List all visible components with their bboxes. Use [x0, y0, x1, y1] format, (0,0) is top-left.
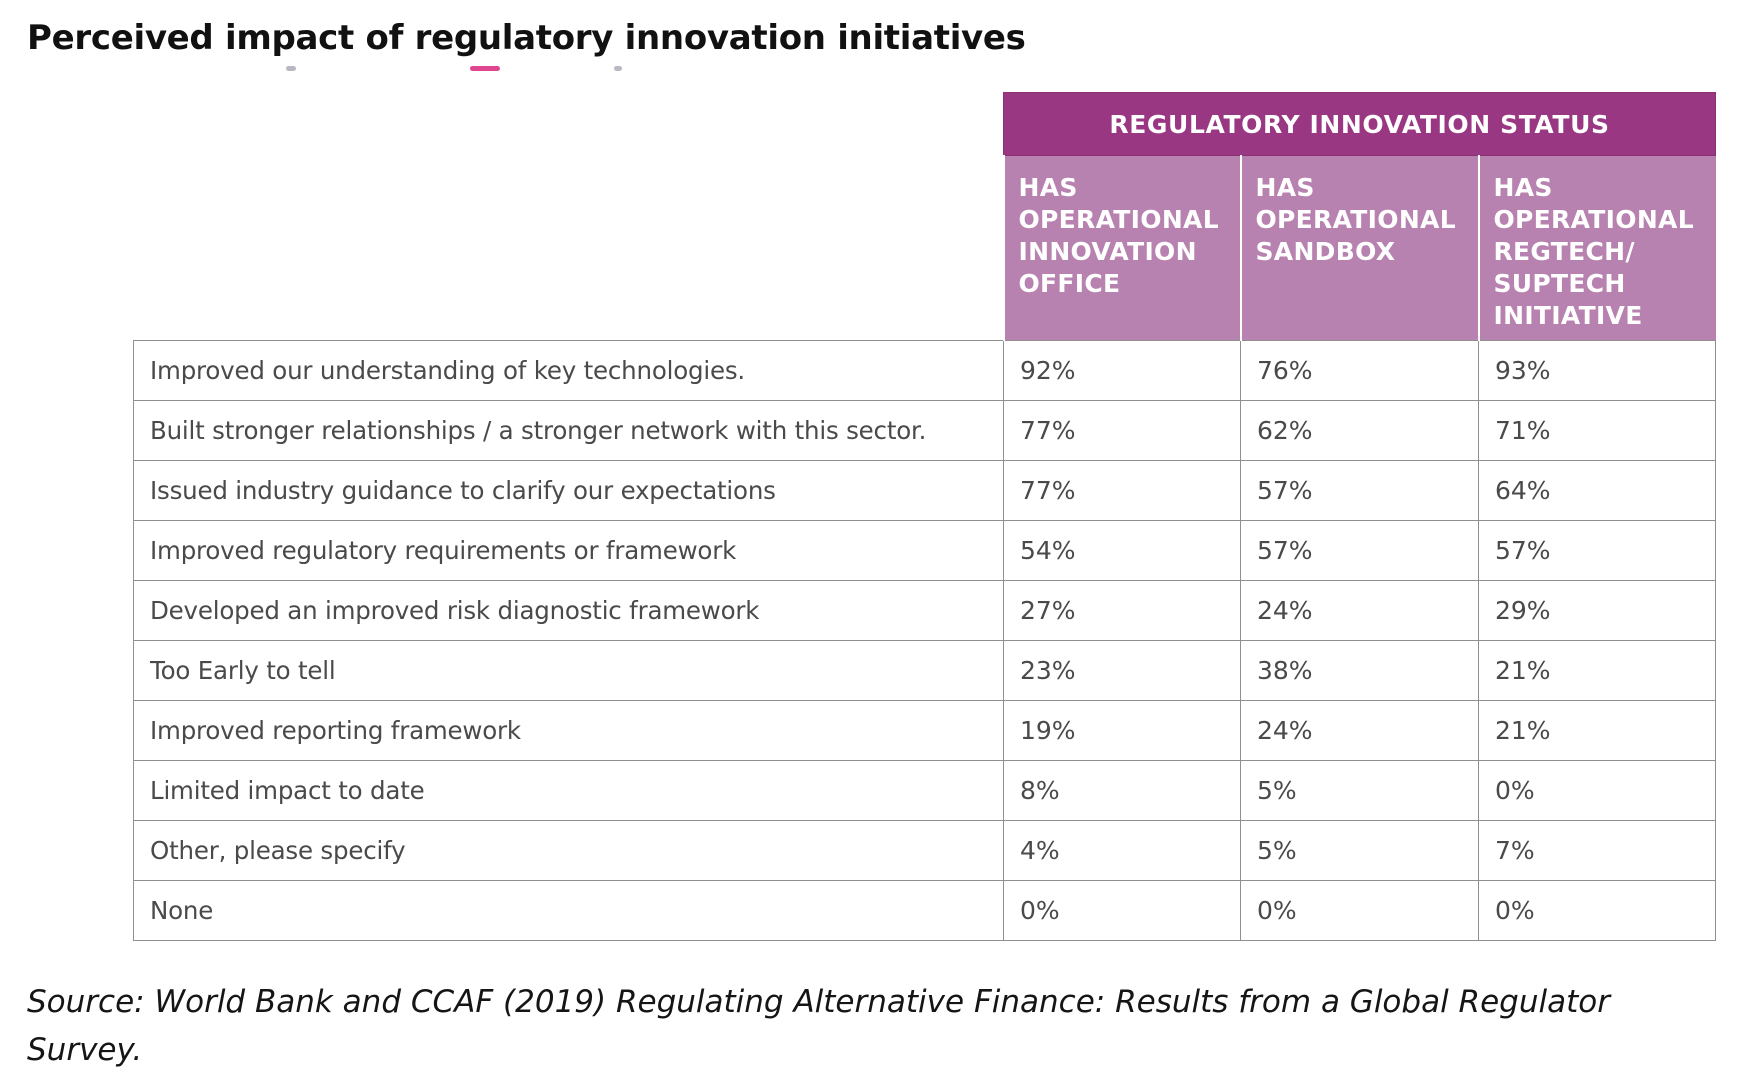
value-cell: 29% — [1478, 580, 1716, 641]
value-cell: 57% — [1478, 520, 1716, 581]
row-label: Issued industry guidance to clarify our … — [133, 460, 1004, 521]
decorative-stroke-pink — [470, 66, 500, 71]
value-cell: 62% — [1240, 400, 1479, 461]
page-title: Perceived impact of regulatory innovatio… — [27, 18, 1026, 58]
value-cell: 0% — [1003, 880, 1241, 941]
row-label: Built stronger relationships / a stronge… — [133, 400, 1004, 461]
row-label: None — [133, 880, 1004, 941]
value-cell: 7% — [1478, 820, 1716, 881]
value-cell: 77% — [1003, 460, 1241, 521]
value-cell: 64% — [1478, 460, 1716, 521]
column-header-regtech-suptech: HAS OPERATIONAL REGTECH/ SUPTECH INITIAT… — [1477, 155, 1716, 341]
value-cell: 5% — [1240, 820, 1479, 881]
row-label: Developed an improved risk diagnostic fr… — [133, 580, 1004, 641]
value-cell: 93% — [1478, 340, 1716, 401]
table-row: Limited impact to date 8% 5% 0% — [133, 760, 1716, 821]
value-cell: 0% — [1478, 880, 1716, 941]
table-row: Developed an improved risk diagnostic fr… — [133, 580, 1716, 641]
row-label: Other, please specify — [133, 820, 1004, 881]
value-cell: 27% — [1003, 580, 1241, 641]
value-cell: 21% — [1478, 640, 1716, 701]
decorative-stroke-left — [286, 66, 296, 71]
table-row: None 0% 0% 0% — [133, 880, 1716, 941]
table-row: Improved reporting framework 19% 24% 21% — [133, 700, 1716, 761]
decorative-stroke-right — [614, 66, 622, 71]
value-cell: 57% — [1240, 520, 1479, 581]
value-cell: 23% — [1003, 640, 1241, 701]
empty-corner-cell — [133, 155, 1004, 341]
value-cell: 4% — [1003, 820, 1241, 881]
value-cell: 21% — [1478, 700, 1716, 761]
value-cell: 19% — [1003, 700, 1241, 761]
value-cell: 57% — [1240, 460, 1479, 521]
value-cell: 0% — [1478, 760, 1716, 821]
table-row: Issued industry guidance to clarify our … — [133, 460, 1716, 521]
table-row: Too Early to tell 23% 38% 21% — [133, 640, 1716, 701]
group-header-regulatory-innovation-status: REGULATORY INNOVATION STATUS — [1003, 92, 1716, 156]
row-label: Limited impact to date — [133, 760, 1004, 821]
value-cell: 24% — [1240, 580, 1479, 641]
table-row: Built stronger relationships / a stronge… — [133, 400, 1716, 461]
value-cell: 54% — [1003, 520, 1241, 581]
value-cell: 24% — [1240, 700, 1479, 761]
value-cell: 5% — [1240, 760, 1479, 821]
value-cell: 38% — [1240, 640, 1479, 701]
value-cell: 76% — [1240, 340, 1479, 401]
table-row: Improved our understanding of key techno… — [133, 340, 1716, 401]
value-cell: 8% — [1003, 760, 1241, 821]
column-header-sandbox: HAS OPERATIONAL SANDBOX — [1239, 155, 1479, 341]
source-note: Source: World Bank and CCAF (2019) Regul… — [27, 984, 1610, 1068]
row-label: Improved reporting framework — [133, 700, 1004, 761]
table-row: Other, please specify 4% 5% 7% — [133, 820, 1716, 881]
row-label: Improved our understanding of key techno… — [133, 340, 1004, 401]
empty-corner-cell — [133, 92, 1004, 156]
row-label: Too Early to tell — [133, 640, 1004, 701]
value-cell: 92% — [1003, 340, 1241, 401]
table-body: Improved our understanding of key techno… — [133, 340, 1716, 941]
value-cell: 77% — [1003, 400, 1241, 461]
table-row: Improved regulatory requirements or fram… — [133, 520, 1716, 581]
impact-table: REGULATORY INNOVATION STATUS HAS OPERATI… — [133, 92, 1716, 941]
value-cell: 0% — [1240, 880, 1479, 941]
column-header-innovation-office: HAS OPERATIONAL INNOVATION OFFICE — [1002, 155, 1241, 341]
row-label: Improved regulatory requirements or fram… — [133, 520, 1004, 581]
value-cell: 71% — [1478, 400, 1716, 461]
